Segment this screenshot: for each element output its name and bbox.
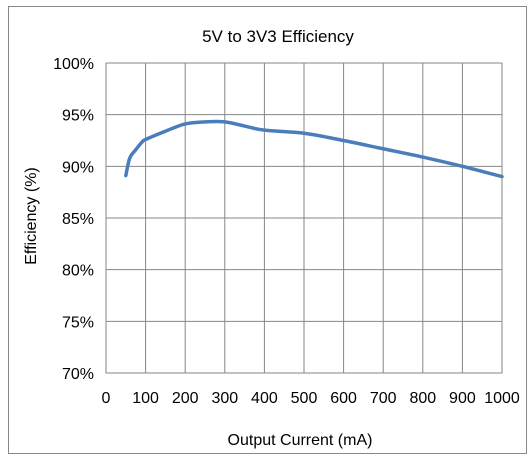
x-tick-label: 700 [370,390,397,407]
y-tick-label: 75% [62,314,94,331]
x-tick-label: 600 [330,390,357,407]
y-tick-label: 80% [62,263,94,280]
x-tick-label: 0 [102,390,111,407]
y-axis-label: Efficiency (%) [23,167,40,265]
x-tick-labels: 0 100 200 300 400 500 600 700 800 900 1000 [102,390,520,407]
x-tick-label: 800 [409,390,436,407]
chart-title: 5V to 3V3 Efficiency [202,27,354,46]
x-tick-label: 500 [291,390,318,407]
y-tick-label: 90% [62,159,94,176]
x-tick-label: 400 [251,390,278,407]
x-axis-label: Output Current (mA) [228,432,373,449]
x-tick-label: 1000 [484,390,520,407]
y-tick-label: 70% [62,366,94,383]
y-tick-label: 100% [53,56,94,73]
efficiency-series-line [124,119,504,179]
plot-border [105,62,503,374]
x-tick-label: 200 [172,390,199,407]
x-tick-label: 300 [211,390,238,407]
y-tick-label: 95% [62,108,94,125]
x-tick-label: 900 [449,390,476,407]
y-tick-labels: 100% 95% 90% 85% 80% 75% 70% [53,56,94,383]
series-layer [124,119,504,179]
y-tick-label: 85% [62,211,94,228]
x-tick-label: 100 [132,390,159,407]
